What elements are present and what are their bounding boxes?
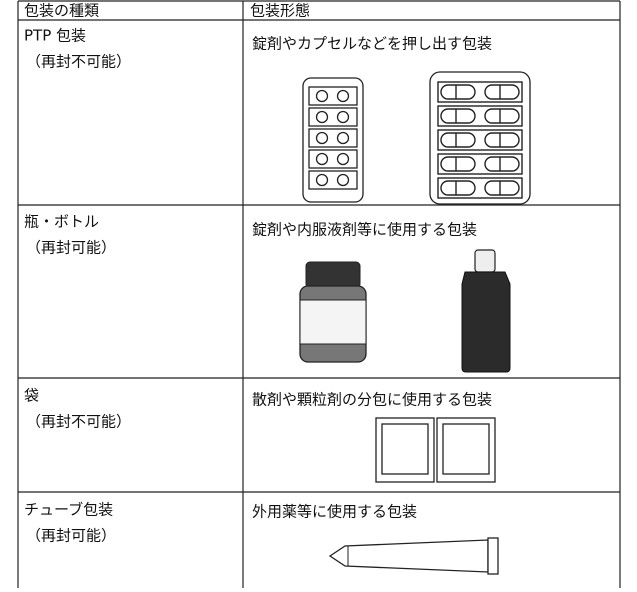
- package-note: （再封可能）: [26, 527, 116, 545]
- package-type: 瓶・ボトル: [24, 213, 99, 231]
- sachet-illustration: [375, 417, 496, 483]
- package-note: （再封不可能）: [26, 53, 131, 71]
- tube-illustration: [328, 537, 499, 575]
- header-cell: 包装形態: [250, 2, 310, 20]
- package-description: 錠剤やカプセルなどを押し出す包装: [252, 35, 492, 53]
- package-note: （再封可能）: [26, 239, 116, 257]
- ptp-tablet-illustration: [302, 77, 364, 203]
- package-description: 散剤や顆粒剤の分包に使用する包装: [252, 391, 492, 409]
- package-type: PTP 包装: [24, 27, 86, 45]
- package-description: 錠剤や内服液剤等に使用する包装: [252, 221, 477, 239]
- package-type: チューブ包装: [24, 501, 113, 519]
- package-description: 外用薬等に使用する包装: [252, 503, 417, 521]
- table-grid: [17, 0, 621, 588]
- package-type: 袋: [24, 387, 39, 405]
- jar-illustration: [299, 261, 367, 363]
- header-cell: 包装の種類: [24, 2, 99, 20]
- ptp-capsule-illustration: [429, 71, 531, 205]
- package-note: （再封不可能）: [26, 413, 131, 431]
- bottle-illustration: [461, 249, 511, 373]
